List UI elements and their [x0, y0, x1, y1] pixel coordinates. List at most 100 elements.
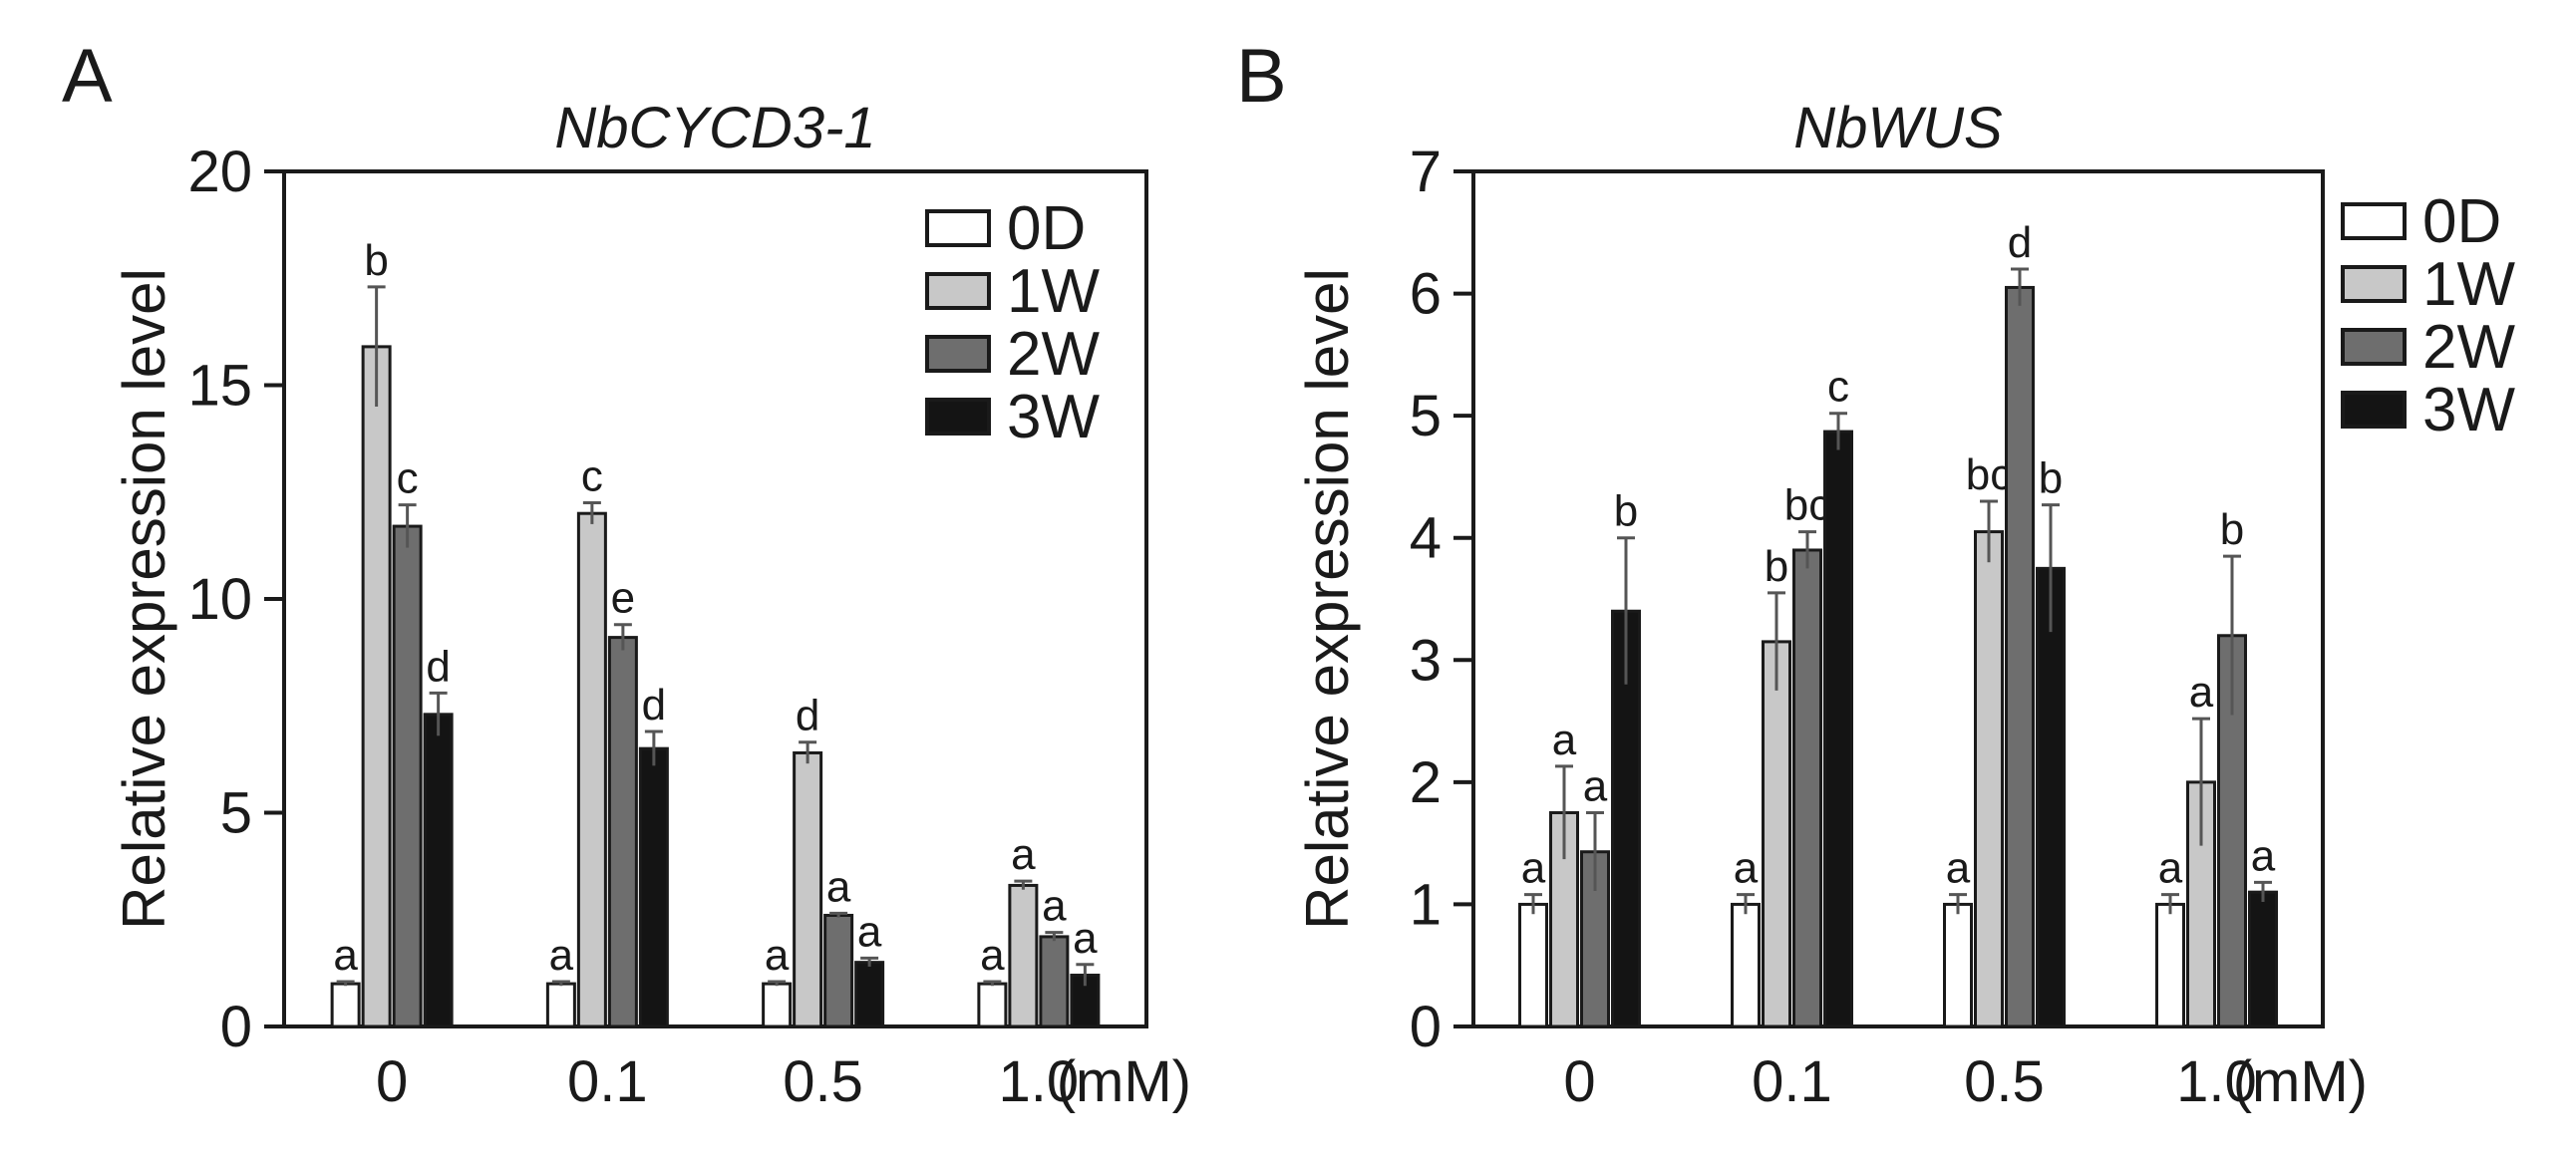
bar: [793, 750, 823, 1028]
y-tick-label: 3: [1410, 628, 1442, 693]
x-tick-label: 1.0: [999, 1049, 1080, 1114]
panel-letter: B: [1236, 34, 1287, 119]
x-tick-label: 0.5: [1964, 1049, 2045, 1114]
x-unit-label: (mM): [1057, 1049, 1191, 1114]
significance-label: a: [1011, 830, 1036, 879]
y-tick-label: 5: [1410, 384, 1442, 448]
significance-label: d: [426, 642, 450, 691]
legend-swatch: [925, 398, 991, 436]
bar: [607, 636, 638, 1028]
bar: [545, 982, 576, 1028]
bar: [392, 524, 423, 1028]
significance-label: c: [397, 454, 419, 503]
significance-label: a: [1552, 716, 1577, 764]
significance-label: b: [364, 236, 388, 285]
bar: [1039, 935, 1070, 1028]
x-tick-label: 0.1: [1752, 1049, 1832, 1114]
bar: [2248, 890, 2278, 1028]
significance-label: d: [796, 692, 819, 740]
significance-label: a: [1042, 882, 1067, 931]
bar: [823, 913, 854, 1028]
y-tick-label: 1: [1410, 872, 1442, 937]
legend-label: 0D: [2422, 187, 2501, 256]
significance-label: e: [611, 574, 635, 623]
bar: [638, 746, 669, 1028]
bar: [977, 982, 1008, 1028]
y-tick-label: 20: [187, 140, 252, 204]
y-tick-label: 5: [220, 781, 252, 846]
bar: [1823, 430, 1853, 1028]
x-tick-label: 0: [1563, 1049, 1595, 1114]
chart-title: NbCYCD3-1: [554, 96, 875, 160]
bar: [2005, 285, 2035, 1028]
significance-label: a: [2189, 668, 2214, 717]
bar: [423, 713, 454, 1028]
panel-letter: A: [62, 34, 113, 119]
significance-label: a: [765, 931, 790, 980]
significance-label: a: [2251, 831, 2276, 880]
legend-label: 3W: [1007, 383, 1100, 451]
significance-label: a: [2158, 844, 2183, 893]
significance-label: b: [1614, 487, 1638, 536]
legend-label: 0D: [1007, 194, 1086, 263]
significance-label: b: [2039, 454, 2063, 503]
significance-label: a: [1946, 844, 1971, 893]
bar: [361, 345, 392, 1028]
y-axis-title: Relative expression level: [1294, 268, 1361, 930]
significance-label: a: [980, 931, 1005, 980]
x-tick-label: 0.5: [783, 1049, 863, 1114]
significance-label: c: [581, 451, 603, 500]
panel-a: A NbCYCD3-1 Relative expression level 0 5 10 1…: [62, 34, 1191, 1114]
significance-label: c: [1827, 363, 1849, 412]
y-axis-title: Relative expression level: [111, 268, 177, 930]
bar: [1518, 902, 1548, 1028]
bar: [330, 982, 361, 1028]
bar: [576, 511, 607, 1028]
significance-label: a: [1734, 844, 1759, 893]
legend-swatch: [925, 272, 991, 310]
y-tick-label: 0: [1410, 995, 1442, 1059]
significance-label: d: [2008, 218, 2032, 267]
y-tick-label: 6: [1410, 262, 1442, 327]
bar: [1008, 883, 1039, 1028]
y-tick-label: 4: [1410, 506, 1442, 571]
bar: [2036, 566, 2066, 1028]
y-tick-label: 0: [220, 995, 252, 1059]
bar: [1974, 530, 2004, 1028]
significance-label: bc: [1966, 450, 2012, 499]
bar: [1943, 902, 1973, 1028]
significance-label: a: [1521, 844, 1546, 893]
chart-title: NbWUS: [1793, 96, 2003, 160]
significance-label: bc: [1784, 481, 1830, 530]
legend-label: 2W: [2422, 313, 2515, 382]
x-tick-label: 0.1: [567, 1049, 648, 1114]
legend-swatch: [925, 209, 991, 247]
y-tick-label: 7: [1410, 140, 1442, 204]
significance-label: b: [1765, 542, 1788, 591]
legend-label: 3W: [2422, 376, 2515, 444]
bar: [762, 982, 793, 1028]
significance-label: a: [1583, 762, 1608, 811]
legend-swatch: [925, 335, 991, 373]
significance-label: a: [857, 907, 882, 956]
legend-label: 2W: [1007, 320, 1100, 389]
legend-label: 1W: [2422, 250, 2515, 319]
plot-frame: [1471, 169, 2325, 1028]
x-tick-label: 1.0: [2176, 1049, 2257, 1114]
bar: [1731, 902, 1761, 1028]
significance-label: a: [1073, 914, 1098, 963]
legend-swatch: [2341, 328, 2407, 366]
x-tick-label: 0: [376, 1049, 408, 1114]
legend-swatch: [2341, 265, 2407, 303]
significance-label: a: [333, 931, 358, 980]
y-tick-label: 15: [187, 354, 252, 419]
significance-label: a: [826, 862, 851, 911]
bar: [2155, 902, 2185, 1028]
significance-label: a: [549, 931, 574, 980]
significance-label: b: [2220, 505, 2244, 554]
bar: [1762, 640, 1791, 1028]
y-tick-label: 2: [1410, 750, 1442, 815]
bar: [854, 961, 885, 1028]
legend-swatch: [2341, 202, 2407, 240]
